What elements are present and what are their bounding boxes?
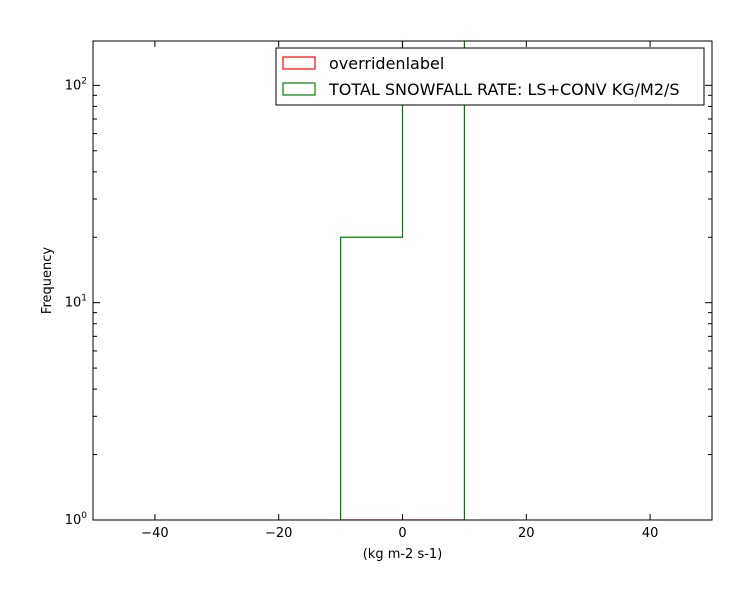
y-tick-label: 100 (65, 511, 88, 528)
legend: overridenlabel TOTAL SNOWFALL RATE: LS+CO… (275, 47, 705, 106)
legend-entry-label: overridenlabel (329, 54, 444, 73)
y-tick-label: 102 (65, 76, 87, 93)
x-tick-label: 0 (398, 526, 406, 541)
x-tick-labels: −40 −20 0 20 40 (141, 526, 658, 541)
y-axis-label: Frequency (40, 247, 55, 314)
x-tick-label: 40 (642, 526, 659, 541)
x-tick-label: −40 (141, 526, 168, 541)
series-layer (340, 41, 465, 520)
y-tick-labels: 100 101 102 (65, 76, 88, 528)
legend-box (275, 47, 705, 106)
ticks-layer (93, 41, 712, 521)
legend-entry-label: TOTAL SNOWFALL RATE: LS+CONV KG/M2/S (328, 80, 680, 99)
series-1-step (340, 41, 465, 520)
x-tick-label: −20 (265, 526, 292, 541)
legend-swatch (282, 82, 316, 96)
x-axis-label: (kg m-2 s-1) (363, 547, 443, 562)
y-tick-label: 101 (65, 294, 87, 311)
legend-swatch (282, 56, 316, 70)
x-tick-label: 20 (518, 526, 535, 541)
